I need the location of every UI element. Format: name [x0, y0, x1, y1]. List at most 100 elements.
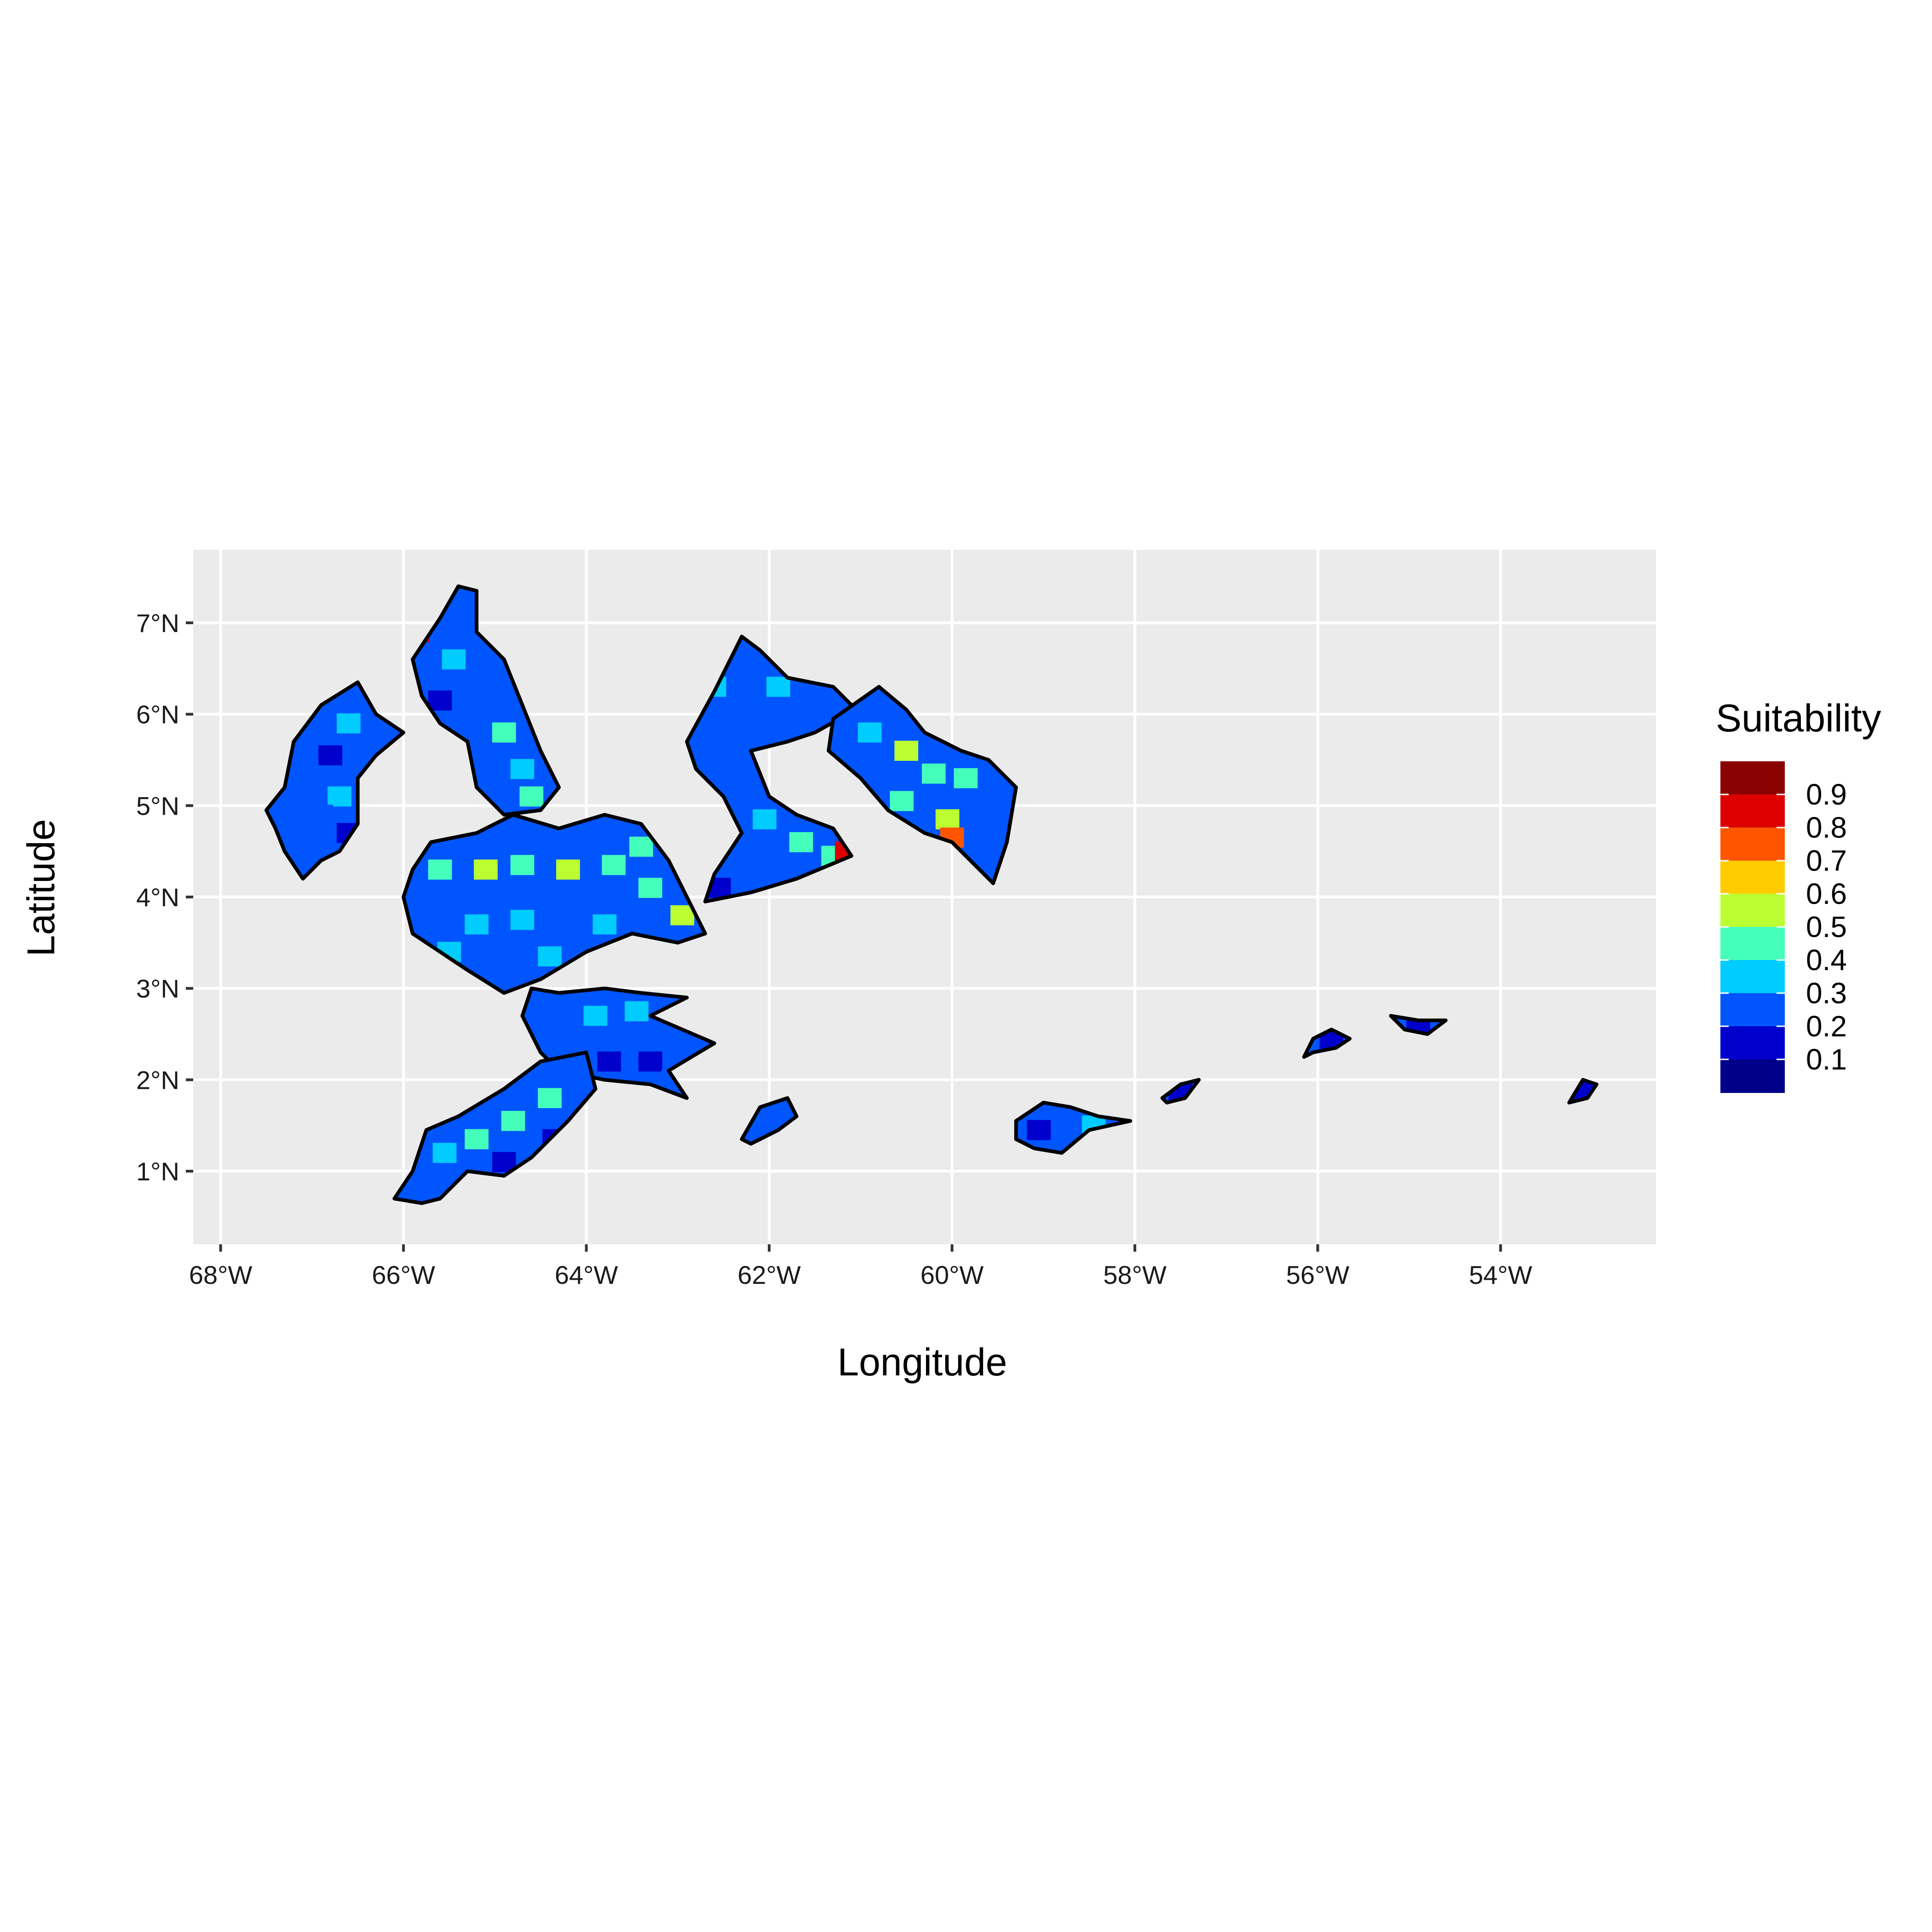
- legend-swatch: [1720, 761, 1785, 795]
- plot-panel: [193, 550, 1656, 1244]
- raster-cell: [670, 905, 695, 926]
- region-outline: [264, 680, 406, 881]
- region-fill: [413, 586, 559, 815]
- legend-label: 0.4: [1806, 943, 1847, 977]
- legend-swatch: [1720, 794, 1785, 828]
- raster-cell: [419, 905, 443, 926]
- raster-cell: [935, 809, 960, 829]
- region-outline: [1014, 1101, 1133, 1155]
- raster-cell: [492, 722, 516, 743]
- region-outline: [1389, 1014, 1448, 1036]
- raster-cell: [625, 1001, 649, 1022]
- region-outline: [740, 1096, 799, 1146]
- raster-cell: [428, 690, 452, 711]
- region-outline: [1160, 1078, 1201, 1104]
- region-outline: [827, 685, 1018, 886]
- raster-cell: [510, 759, 535, 779]
- legend-colorbar: [1720, 761, 1785, 1093]
- raster-cell: [602, 855, 626, 875]
- raster-cell: [328, 786, 351, 807]
- raster-cell: [432, 1143, 457, 1163]
- region: [685, 634, 858, 903]
- y-tick-label: 1°N: [136, 1157, 179, 1186]
- x-tick-label: 68°W: [189, 1260, 253, 1289]
- x-tick-label: 54°W: [1469, 1260, 1532, 1289]
- raster-cell: [894, 741, 919, 761]
- raster-cell: [510, 909, 535, 930]
- raster-cell: [309, 805, 334, 825]
- raster-cell: [556, 905, 580, 926]
- raster-cell: [753, 809, 777, 829]
- raster-cell: [890, 791, 914, 811]
- legend-swatch: [1720, 894, 1785, 927]
- legend-label: 0.8: [1806, 811, 1847, 844]
- raster-cell: [492, 955, 516, 976]
- raster-cell: [597, 1051, 621, 1072]
- raster-cell: [538, 946, 562, 966]
- y-tick-label: 4°N: [136, 883, 179, 912]
- raster-cell: [501, 1110, 525, 1131]
- raster-cell: [474, 859, 498, 880]
- raster-cell: [857, 722, 882, 743]
- x-axis-title: Longitude: [837, 1340, 1007, 1384]
- region: [1160, 1078, 1201, 1104]
- raster-cell: [734, 658, 759, 679]
- raster-cell: [538, 1088, 562, 1108]
- y-tick-label: 5°N: [136, 791, 179, 820]
- raster-cell: [638, 878, 662, 898]
- raster-cell: [337, 713, 361, 734]
- raster-cell: [428, 859, 452, 880]
- y-tick-label: 2°N: [136, 1065, 179, 1094]
- x-axis: 68°W 66°W 64°W 62°W 60°W 58°W 56°W 54°W: [189, 1244, 1532, 1289]
- raster-cell: [1059, 1115, 1083, 1136]
- x-tick-label: 56°W: [1286, 1260, 1350, 1289]
- y-axis: 1°N 2°N 3°N 4°N 5°N 6°N 7°N: [136, 609, 193, 1186]
- raster-cell: [510, 855, 535, 875]
- raster-cell: [465, 914, 489, 935]
- legend-label: 0.9: [1806, 778, 1847, 811]
- legend-label: 0.6: [1806, 877, 1847, 910]
- x-tick-label: 64°W: [555, 1260, 618, 1289]
- region: [827, 685, 1018, 886]
- region-outline: [685, 634, 858, 903]
- x-tick-label: 58°W: [1103, 1260, 1167, 1289]
- x-tick-label: 60°W: [920, 1260, 984, 1289]
- x-tick-label: 66°W: [372, 1260, 435, 1289]
- y-tick-label: 6°N: [136, 700, 179, 729]
- legend-swatch: [1720, 828, 1785, 861]
- legend-swatch: [1720, 861, 1785, 894]
- legend-label: 0.2: [1806, 1010, 1847, 1043]
- region-outline: [402, 813, 707, 995]
- raster-cell: [442, 649, 466, 670]
- region: [264, 680, 406, 881]
- region: [1389, 1014, 1448, 1036]
- legend-swatch: [1720, 927, 1785, 960]
- region-fill: [403, 815, 705, 993]
- raster-cell: [766, 677, 790, 697]
- region-fill: [687, 636, 856, 902]
- raster-cell: [474, 677, 498, 697]
- raster-cell: [981, 814, 1005, 834]
- raster-cell: [638, 1051, 662, 1072]
- legend-swatch: [1720, 1026, 1785, 1060]
- region-outline: [1302, 1028, 1352, 1059]
- raster-cell: [954, 768, 978, 788]
- legend-title: Suitability: [1716, 696, 1881, 740]
- y-tick-label: 3°N: [136, 974, 179, 1003]
- region-outline: [411, 584, 561, 817]
- legend-swatch: [1720, 960, 1785, 994]
- region-fill: [266, 682, 404, 879]
- region: [1302, 1028, 1352, 1059]
- raster-cell: [1027, 1120, 1051, 1140]
- legend-swatch: [1720, 993, 1785, 1027]
- raster-cell: [519, 786, 544, 807]
- legend: Suitability 0.90.80.70.60.50.40.30.20.1: [1716, 696, 1881, 1093]
- raster-cell: [922, 763, 946, 784]
- raster-cell: [739, 841, 763, 862]
- raster-cell: [977, 850, 1000, 871]
- region: [740, 1096, 799, 1146]
- x-tick-label: 62°W: [737, 1260, 801, 1289]
- raster-cell: [465, 1129, 489, 1150]
- legend-labels: 0.90.80.70.60.50.40.30.20.1: [1720, 778, 1847, 1076]
